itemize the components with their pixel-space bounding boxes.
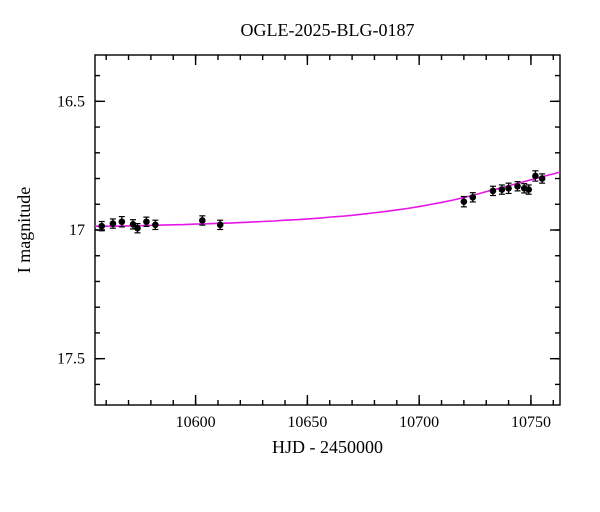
x-tick-label: 10600	[176, 414, 216, 431]
lightcurve-chart: 10600 10650 10700 10750 16.5 17 17.5 OGLE-2025-…	[0, 0, 600, 512]
data-point	[199, 217, 206, 224]
y-tick-label: 17	[69, 222, 85, 239]
data-point	[134, 225, 141, 232]
y-tick-label: 17.5	[57, 351, 85, 368]
x-axis-label: HJD - 2450000	[272, 437, 383, 457]
data-point	[152, 222, 159, 229]
data-point	[514, 183, 521, 190]
data-point	[470, 194, 477, 201]
data-point	[490, 188, 497, 195]
data-point	[532, 173, 539, 180]
x-tick-label: 10650	[287, 414, 327, 431]
y-tick-label: 16.5	[57, 93, 85, 110]
data-point	[143, 218, 150, 225]
data-point	[505, 185, 512, 192]
y-axis-label: I magnitude	[14, 187, 34, 273]
x-tick-label: 10700	[399, 414, 439, 431]
data-point	[119, 218, 126, 225]
data-point	[98, 223, 105, 230]
data-point	[539, 175, 546, 182]
data-point	[461, 198, 468, 205]
data-point	[499, 186, 506, 193]
data-point	[525, 186, 532, 193]
x-tick-label: 10750	[511, 414, 551, 431]
data-point	[110, 220, 117, 227]
chart-title: OGLE-2025-BLG-0187	[241, 20, 415, 40]
data-point	[217, 222, 224, 229]
